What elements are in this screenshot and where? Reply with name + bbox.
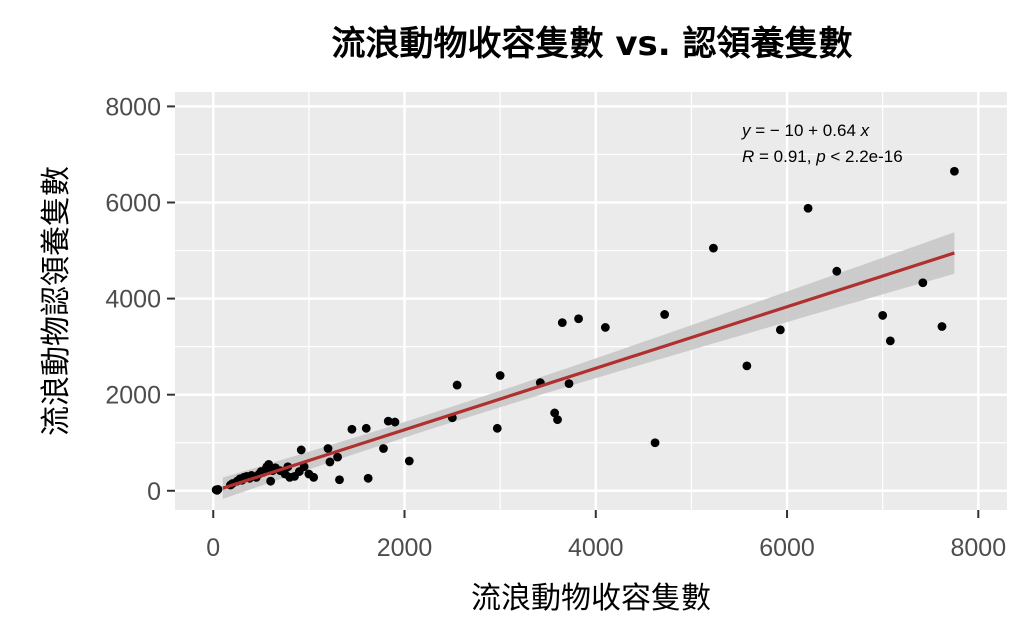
scatter-point xyxy=(213,484,223,494)
scatter-point xyxy=(950,166,959,176)
scatter-point xyxy=(495,371,505,380)
axes: 0 2000 4000 6000 8000 0 2000 4000 6000 8000 xyxy=(105,93,1006,562)
scatter-point xyxy=(390,417,400,427)
regression-line xyxy=(222,251,955,490)
confidence-band xyxy=(222,232,955,499)
scatter-point xyxy=(363,473,373,483)
x-axis-title: 流浪動物收容隻數 xyxy=(471,581,711,616)
scatter-point xyxy=(335,475,344,485)
stats-r-value: = 0.91, xyxy=(754,147,816,166)
scatter-point xyxy=(660,310,670,319)
stats-p-value: < 2.2e-16 xyxy=(826,147,903,166)
y-tick-label: 8000 xyxy=(105,93,161,121)
scatter-point xyxy=(553,415,562,425)
y-tick-label: 2000 xyxy=(105,382,161,410)
scatter-point xyxy=(325,457,335,467)
y-tick-label: 6000 xyxy=(105,190,161,218)
scatter-point xyxy=(379,444,388,453)
y-tick-label: 0 xyxy=(147,478,161,506)
regression-equation: y = − 10 + 0.64 x xyxy=(741,121,870,140)
scatter-point xyxy=(803,203,813,213)
scatter-point xyxy=(347,424,357,434)
scatter-point xyxy=(832,266,842,276)
stats-p: p xyxy=(815,147,825,166)
x-tick-label: 4000 xyxy=(568,534,624,562)
fit-line xyxy=(222,251,955,490)
scatter-point xyxy=(918,278,928,288)
scatter-point xyxy=(878,311,888,320)
scatter-point xyxy=(550,408,560,418)
x-tick-label: 2000 xyxy=(377,534,433,562)
scatter-point xyxy=(299,462,309,472)
scatter-point xyxy=(885,336,895,346)
scatter-point xyxy=(557,318,567,328)
regression-stats: R = 0.91, p < 2.2e-16 xyxy=(742,147,903,166)
scatter-point xyxy=(333,452,342,462)
scatter-point xyxy=(492,423,502,433)
y-tick-label: 4000 xyxy=(105,286,161,314)
scatter-point xyxy=(742,361,752,371)
scatter-point xyxy=(574,314,583,324)
scatter-point xyxy=(266,476,276,486)
scatter-point xyxy=(323,444,333,453)
equation-x: x xyxy=(860,121,870,140)
confidence-ribbon xyxy=(222,232,955,499)
y-axis-title: 流浪動物認領養隻數 xyxy=(39,166,74,436)
x-tick-label: 8000 xyxy=(950,534,1006,562)
scatter-point xyxy=(709,243,718,253)
scatter-point xyxy=(650,438,660,448)
scatter-point xyxy=(937,322,947,331)
x-tick-label: 0 xyxy=(206,534,220,562)
plot-panel xyxy=(175,92,1007,510)
scatter-point xyxy=(309,472,319,482)
scatter-point xyxy=(296,445,306,455)
scatter-point xyxy=(775,325,785,335)
grid-lines xyxy=(175,92,1007,510)
stats-r: R xyxy=(742,147,754,166)
scatter-point xyxy=(361,423,371,433)
scatter-point xyxy=(452,380,462,390)
scatter-point xyxy=(600,323,610,332)
equation-y: y xyxy=(741,121,752,140)
scatter-point xyxy=(383,416,393,426)
scatter-point xyxy=(564,379,574,389)
x-tick-label: 6000 xyxy=(759,534,815,562)
scatter-point xyxy=(404,456,414,466)
equation-body: = − 10 + 0.64 xyxy=(751,121,861,140)
chart-title: 流浪動物收容隻數 vs. 認領養隻數 xyxy=(332,24,853,64)
